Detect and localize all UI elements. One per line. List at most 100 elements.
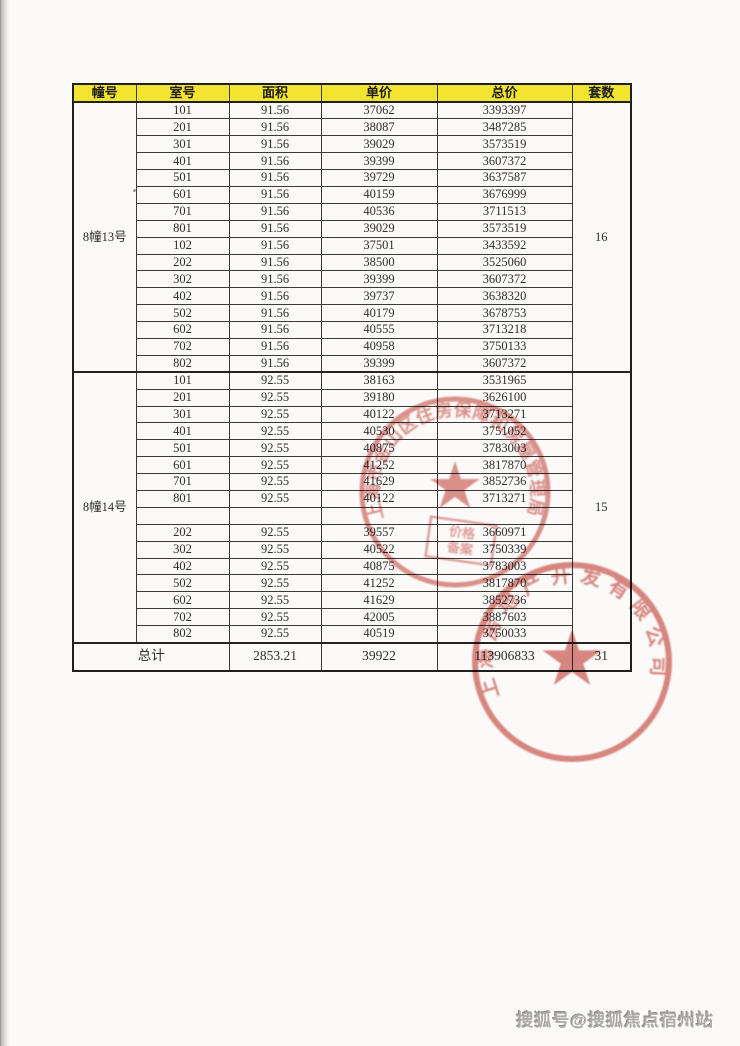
table-row: 701 91.56 40536 3711513 [73, 202, 631, 221]
cell-room: 602 [135, 321, 230, 339]
cell-units-count: 16 [571, 101, 632, 373]
cell-room: 201 [135, 118, 230, 137]
cell-room: 701 [135, 202, 230, 221]
cell-room: 401 [135, 152, 230, 171]
table-row: 701 92.55 41629 3852736 [73, 473, 631, 491]
table-row: 401 91.56 39399 3607372 [73, 152, 631, 171]
cell-total-units: 31 [571, 641, 632, 671]
cell-unit-price: 41629 [320, 591, 438, 610]
cell-area: 91.56 [228, 354, 322, 373]
cell-unit-price: 41252 [320, 574, 438, 593]
cell-total-price: 3433592 [436, 236, 573, 255]
cell-unit-price: 37062 [320, 101, 438, 120]
cell-unit-price: 41252 [320, 456, 438, 475]
cell-total-price: 3660971 [436, 523, 573, 542]
watermark: 搜狐号@搜狐焦点宿州站 [516, 1011, 714, 1030]
cell-room: 601 [135, 185, 230, 204]
cell-total-price: 3487285 [436, 118, 573, 137]
cell-area: 91.56 [228, 219, 322, 238]
cell-area: 91.56 [228, 321, 322, 339]
price-table: 幢号 室号 面积 单价 总价 套数 8幢13号 101 91.56 37062 3393397 16… [72, 83, 632, 672]
cell-unit-price: 42005 [320, 608, 438, 627]
cell-total-price: 3573519 [436, 135, 573, 154]
cell-unit-price: 39557 [320, 523, 438, 542]
scan-edge-shadow [0, 0, 9, 1046]
cell-area: 92.55 [228, 557, 322, 576]
cell-unit-price: 40159 [320, 185, 438, 204]
cell-room: 601 [135, 456, 230, 475]
cell-building: 8幢14号 [72, 371, 137, 644]
cell-unit-price: 38500 [320, 253, 438, 272]
cell-area: 91.56 [228, 152, 322, 171]
column-header: 面积 [228, 83, 322, 103]
cell-total-price: 3713218 [436, 321, 573, 339]
cell-total-price: 3607372 [436, 152, 573, 171]
cell-room: 101 [135, 101, 230, 120]
table-row: 702 92.55 42005 3887603 [73, 608, 631, 627]
cell-room: 202 [135, 253, 230, 272]
cell-total-area: 2853.21 [228, 641, 322, 671]
column-header: 室号 [135, 83, 230, 103]
cell-room: 502 [135, 304, 230, 323]
price-table-body: 8幢13号 101 91.56 37062 3393397 16 201 91.56 38087… [72, 101, 632, 671]
cell-total-price: 3852736 [436, 473, 573, 491]
cell-unit-price: 40536 [320, 202, 438, 221]
cell-area: 92.55 [228, 591, 322, 610]
cell-area: 92.55 [228, 388, 322, 407]
table-row: 802 92.55 40519 3750033 [73, 625, 631, 643]
cell-room: 501 [135, 169, 230, 187]
cell-room: 702 [135, 608, 230, 627]
cell-room [135, 506, 230, 525]
cell-total-price: 3626100 [436, 388, 573, 407]
cell-unit-price: 38087 [320, 118, 438, 137]
cell-total-price: 3393397 [436, 101, 573, 120]
cell-room: 502 [135, 574, 230, 593]
cell-area: 91.56 [228, 118, 322, 137]
table-row: 801 92.55 40122 3713271 [73, 489, 631, 508]
cell-room: 702 [135, 337, 230, 356]
cell-total-label: 总计 [72, 641, 230, 671]
table-row: 302 92.55 40522 3750339 [73, 540, 631, 559]
cell-room: 201 [135, 388, 230, 407]
cell-room: 802 [135, 625, 230, 643]
cell-room: 402 [135, 287, 230, 306]
table-row: 501 92.55 40875 3783003 [73, 439, 631, 458]
cell-room: 801 [135, 219, 230, 238]
table-row [73, 506, 631, 525]
total-row: 总计 2853.21 39922 113906833 31 [72, 641, 632, 671]
cell-area: 92.55 [228, 608, 322, 627]
cell-room: 402 [135, 557, 230, 576]
table-row: 8幢13号 101 91.56 37062 3393397 16 [72, 101, 632, 373]
cell-total-price: 3607372 [436, 270, 573, 289]
cell-total-price: 3750033 [436, 625, 573, 643]
column-header: 单价 [320, 83, 438, 103]
cell-total-price: 3607372 [436, 354, 573, 373]
cell-total-price: 3531965 [436, 371, 573, 390]
cell-area: 92.55 [228, 371, 322, 390]
cell-unit-price: 40122 [320, 489, 438, 508]
cell-unit-price: 39399 [320, 354, 438, 373]
cell-total-unit-price: 39922 [320, 641, 438, 671]
table-row: 501 91.56 39729 3637587 [73, 169, 631, 187]
cell-unit-price: 40122 [320, 405, 438, 424]
cell-unit-price: 40875 [320, 439, 438, 458]
column-header: 幢号 [72, 83, 137, 103]
price-table-header: 幢号 室号 面积 单价 总价 套数 [72, 83, 632, 103]
table-row: 601 91.56 40159 3676999 [73, 185, 631, 204]
cell-unit-price: 40530 [320, 422, 438, 441]
cell-area: 92.55 [228, 625, 322, 643]
cell-total-price: 3637587 [436, 169, 573, 187]
table-row: 802 91.56 39399 3607372 [73, 354, 631, 373]
cell-total-price: 3573519 [436, 219, 573, 238]
cell-area: 91.56 [228, 135, 322, 154]
column-header: 总价 [436, 83, 573, 103]
cell-area: 91.56 [228, 270, 322, 289]
table-row: 402 91.56 39737 3638320 [73, 287, 631, 306]
cell-room: 102 [135, 236, 230, 255]
cell-unit-price: 39180 [320, 388, 438, 407]
cell-total-price: 3678753 [436, 304, 573, 323]
column-header: 套数 [571, 83, 632, 103]
table-row: 202 91.56 38500 3525060 [73, 253, 631, 272]
cell-total-price: 3852736 [436, 591, 573, 610]
cell-total-price: 3887603 [436, 608, 573, 627]
